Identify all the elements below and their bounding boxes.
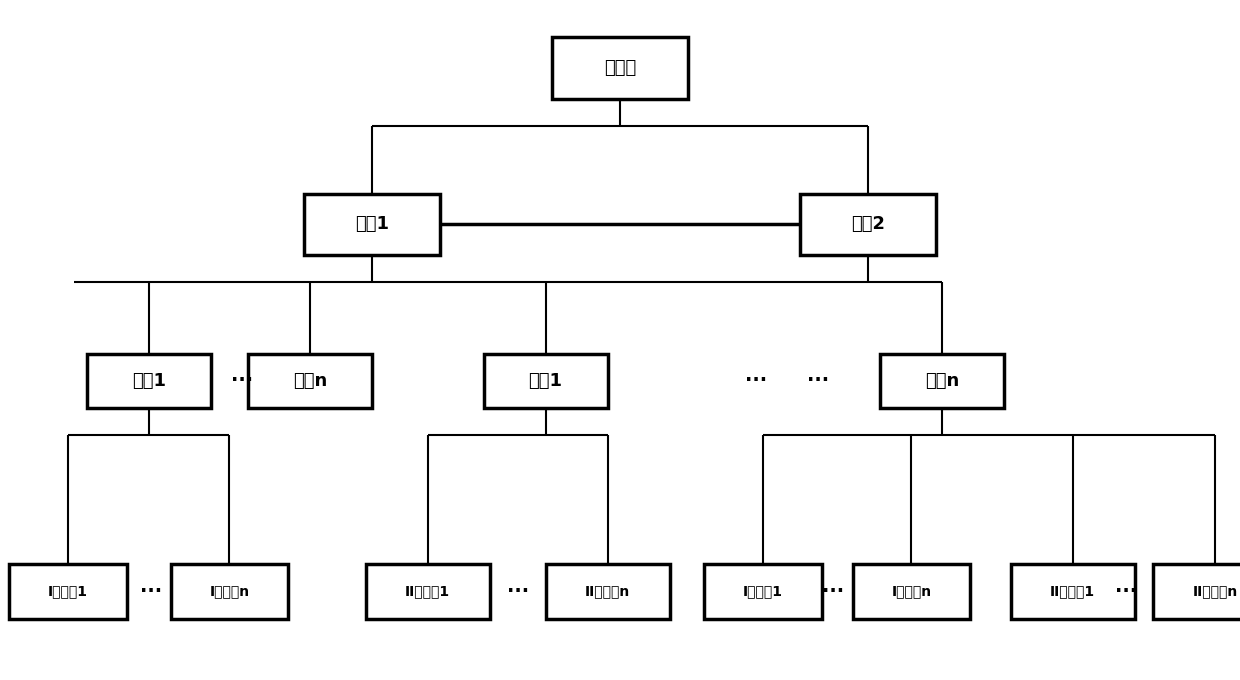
FancyBboxPatch shape xyxy=(546,564,670,619)
Text: 主机2: 主机2 xyxy=(851,216,885,233)
Text: II段模块n: II段模块n xyxy=(585,585,630,598)
Text: ···: ··· xyxy=(231,371,253,390)
Text: ···: ··· xyxy=(745,371,768,390)
FancyBboxPatch shape xyxy=(87,354,211,408)
FancyBboxPatch shape xyxy=(304,194,440,255)
FancyBboxPatch shape xyxy=(248,354,372,408)
Text: I段模块n: I段模块n xyxy=(210,585,249,598)
FancyBboxPatch shape xyxy=(704,564,821,619)
FancyBboxPatch shape xyxy=(1153,564,1240,619)
Text: I段模块n: I段模块n xyxy=(892,585,931,598)
FancyBboxPatch shape xyxy=(1011,564,1135,619)
Text: ···: ··· xyxy=(1115,582,1137,601)
Text: 模块1: 模块1 xyxy=(131,372,166,390)
Text: ···: ··· xyxy=(507,582,529,601)
Text: II段模块n: II段模块n xyxy=(1193,585,1238,598)
Text: ···: ··· xyxy=(822,582,844,601)
Text: II段模块1: II段模块1 xyxy=(405,585,450,598)
FancyBboxPatch shape xyxy=(800,194,936,255)
Text: I段模块1: I段模块1 xyxy=(48,585,88,598)
FancyBboxPatch shape xyxy=(853,564,970,619)
Text: I段模块1: I段模块1 xyxy=(743,585,782,598)
FancyBboxPatch shape xyxy=(171,564,288,619)
Text: 分机n: 分机n xyxy=(925,372,960,390)
Text: II段模块1: II段模块1 xyxy=(1050,585,1095,598)
FancyBboxPatch shape xyxy=(484,354,608,408)
Text: 主机1: 主机1 xyxy=(355,216,389,233)
FancyBboxPatch shape xyxy=(366,564,490,619)
Text: 模块n: 模块n xyxy=(293,372,327,390)
Text: ···: ··· xyxy=(807,371,830,390)
FancyBboxPatch shape xyxy=(880,354,1004,408)
FancyBboxPatch shape xyxy=(9,564,128,619)
Text: 上位机: 上位机 xyxy=(604,59,636,77)
Text: 分机1: 分机1 xyxy=(528,372,563,390)
Text: ···: ··· xyxy=(140,582,162,601)
FancyBboxPatch shape xyxy=(552,37,688,99)
